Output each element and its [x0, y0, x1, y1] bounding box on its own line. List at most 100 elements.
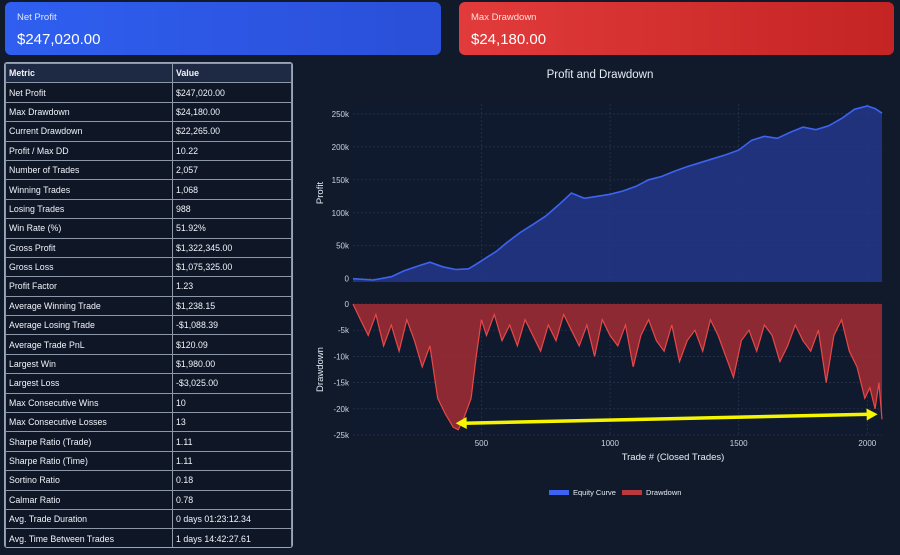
drawdown-y-tick-label: -25k: [333, 431, 350, 440]
equity-y-tick-label: 0: [345, 275, 350, 284]
metrics-table: Metric Value Net Profit $247,020.00 Max Dr…: [5, 63, 292, 547]
arrow-shaft: [463, 412, 870, 426]
max-drawdown-label: Max Drawdown: [471, 12, 537, 23]
equity-line: [352, 105, 883, 281]
table-row: Avg. Time Between Trades 1 days 14:42:27.…: [5, 528, 292, 547]
net-profit-card: Net Profit $247,020.00: [5, 2, 441, 55]
metric-value-cell: $1,075,325.00: [172, 256, 292, 278]
metric-name-cell: Avg. Time Between Trades: [5, 528, 173, 547]
metric-value-cell: 13: [172, 412, 292, 433]
equity-y-axis-label: Profit: [315, 182, 326, 205]
chart-legend: Equity Curve Drawdown: [549, 488, 681, 497]
table-row: Largest Win $1,980.00: [5, 353, 292, 375]
metric-name-cell: Sortino Ratio: [5, 470, 173, 491]
table-row: Winning Trades 1,068: [5, 179, 292, 200]
metric-name-cell: Gross Loss: [5, 256, 173, 278]
metric-value-cell: $247,020.00: [172, 82, 292, 103]
metric-value-cell: 1.11: [172, 431, 292, 452]
chart-title: Profit and Drawdown: [547, 69, 654, 81]
metric-value-cell: $1,980.00: [172, 353, 292, 375]
equity-y-tick-label: 50k: [336, 242, 350, 251]
table-row: Average Winning Trade $1,238.15: [5, 295, 292, 317]
x-axis-label: Trade # (Closed Trades): [622, 452, 725, 463]
table-row: Average Losing Trade -$1,088.39: [5, 315, 292, 336]
metric-name-cell: Sharpe Ratio (Time): [5, 450, 173, 472]
metric-column-header: Metric: [5, 63, 173, 84]
table-row: Gross Profit $1,322,345.00: [5, 237, 292, 258]
metric-name-cell: Profit Factor: [5, 276, 173, 297]
table-row: Largest Loss -$3,025.00: [5, 373, 292, 394]
metric-value-cell: 0.18: [172, 470, 292, 491]
metric-value-cell: 10.22: [172, 140, 292, 161]
drawdown-y-tick-label: -20k: [333, 405, 350, 414]
table-row: Calmar Ratio 0.78: [5, 489, 292, 510]
metric-value-cell: 10: [172, 392, 292, 414]
metric-value-cell: -$3,025.00: [172, 373, 292, 394]
chart-svg: Profit and Drawdown 0 50k 100k 150k 200k 250k…: [315, 69, 883, 497]
legend-equity-label: Equity Curve: [573, 488, 616, 497]
metric-name-cell: Largest Win: [5, 353, 173, 375]
table-row: Profit Factor 1.23: [5, 276, 292, 297]
equity-y-tick-label: 250k: [332, 110, 350, 119]
equity-area: [353, 106, 882, 282]
table-row: Number of Trades 2,057: [5, 159, 292, 181]
max-drawdown-card: Max Drawdown $24,180.00: [459, 2, 894, 55]
table-row: Sortino Ratio 0.18: [5, 470, 292, 491]
metric-name-cell: Max Drawdown: [5, 101, 173, 123]
drawdown-span-arrow: [455, 408, 878, 430]
metric-name-cell: Net Profit: [5, 82, 173, 103]
drawdown-line: [352, 303, 883, 431]
metric-name-cell: Max Consecutive Wins: [5, 392, 173, 414]
metric-value-cell: 51.92%: [172, 218, 292, 239]
metric-value-cell: 0.78: [172, 489, 292, 510]
value-column-header: Value: [172, 63, 292, 84]
legend-drawdown-label: Drawdown: [646, 488, 681, 497]
metrics-table-container: Metric Value Net Profit $247,020.00 Max Dr…: [4, 62, 293, 548]
table-row: Average Trade PnL $120.09: [5, 334, 292, 355]
drawdown-y-tick-label: -5k: [338, 326, 350, 335]
table-row: Gross Loss $1,075,325.00: [5, 256, 292, 278]
drawdown-area: [353, 304, 882, 430]
metric-value-cell: $1,238.15: [172, 295, 292, 317]
drawdown-y-axis-label: Drawdown: [315, 347, 326, 392]
drawdown-y-tick-label: 0: [345, 300, 350, 309]
metric-value-cell: 1.23: [172, 276, 292, 297]
drawdown-y-tick-label: -15k: [333, 379, 350, 388]
table-row: Sharpe Ratio (Trade) 1.11: [5, 431, 292, 452]
metric-value-cell: 988: [172, 198, 292, 220]
arrow-head-right-icon: [866, 408, 878, 421]
metric-name-cell: Win Rate (%): [5, 218, 173, 239]
metric-name-cell: Avg. Trade Duration: [5, 508, 173, 530]
table-header-row: Metric Value: [5, 63, 292, 84]
x-tick-label: 2000: [858, 439, 876, 448]
table-row: Max Consecutive Wins 10: [5, 392, 292, 414]
drawdown-y-ticks: 0 -5k -10k -15k -20k -25k: [333, 300, 350, 440]
net-profit-label: Net Profit: [17, 12, 57, 23]
table-row: Max Drawdown $24,180.00: [5, 101, 292, 123]
max-drawdown-value: $24,180.00: [471, 31, 547, 48]
x-ticks: 500 1000 1500 2000: [475, 439, 877, 448]
metric-value-cell: 1,068: [172, 179, 292, 200]
legend-equity-swatch: [549, 490, 569, 495]
metrics-table-body: Net Profit $247,020.00 Max Drawdown $24,180…: [5, 82, 292, 547]
table-row: Current Drawdown $22,265.00: [5, 121, 292, 142]
profit-drawdown-chart: Profit and Drawdown 0 50k 100k 150k 200k 250k…: [300, 62, 900, 512]
x-tick-label: 1000: [601, 439, 619, 448]
metric-value-cell: $120.09: [172, 334, 292, 355]
legend-drawdown-swatch: [622, 490, 642, 495]
metric-name-cell: Current Drawdown: [5, 121, 173, 142]
metric-name-cell: Average Winning Trade: [5, 295, 173, 317]
x-tick-label: 1500: [730, 439, 748, 448]
net-profit-value: $247,020.00: [17, 31, 101, 48]
table-row: Sharpe Ratio (Time) 1.11: [5, 450, 292, 472]
metric-name-cell: Gross Profit: [5, 237, 173, 258]
drawdown-y-tick-label: -10k: [333, 352, 350, 361]
metric-value-cell: 0 days 01:23:12.34: [172, 508, 292, 530]
metric-value-cell: $24,180.00: [172, 101, 292, 123]
table-row: Losing Trades 988: [5, 198, 292, 220]
metric-name-cell: Winning Trades: [5, 179, 173, 200]
metric-name-cell: Calmar Ratio: [5, 489, 173, 510]
metric-value-cell: 2,057: [172, 159, 292, 181]
metric-name-cell: Max Consecutive Losses: [5, 412, 173, 433]
table-row: Win Rate (%) 51.92%: [5, 218, 292, 239]
